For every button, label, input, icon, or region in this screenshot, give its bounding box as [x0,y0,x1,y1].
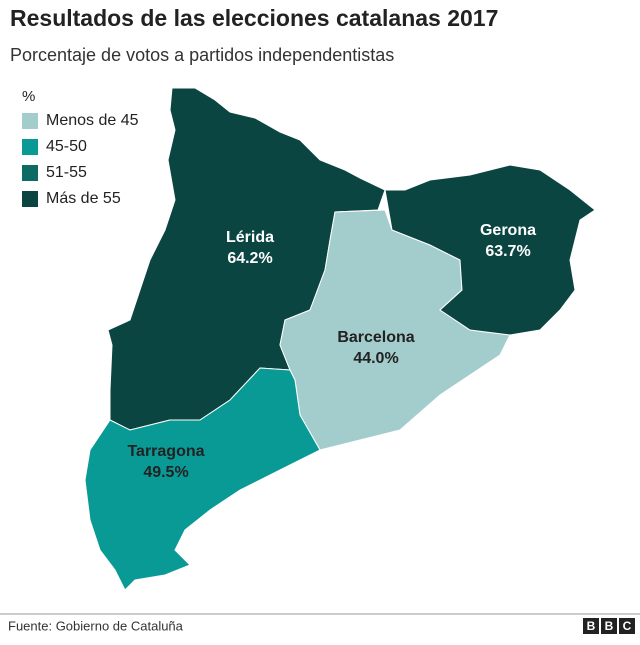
region-value: 49.5% [143,464,188,481]
title: Resultados de las elecciones catalanas 2… [10,5,498,31]
region-name: Tarragona [127,443,204,460]
region-name: Gerona [480,222,536,239]
logo-box [601,618,617,634]
legend-title: % [22,88,35,105]
logo-letter: B [605,619,614,633]
legend-label: 51-55 [46,164,87,181]
logo-box [619,618,635,634]
logo-box [583,618,599,634]
legend-swatch [22,139,38,155]
legend-swatch [22,113,38,129]
region-name: Lérida [226,229,274,246]
legend-label: 45-50 [46,138,87,155]
region [84,367,321,591]
legend-label: Más de 55 [46,190,121,207]
region-value: 64.2% [227,250,272,267]
region [384,164,596,336]
subtitle: Porcentaje de votos a partidos independe… [10,45,394,65]
source: Fuente: Gobierno de Cataluña [8,618,184,633]
legend-swatch [22,191,38,207]
legend-label: Menos de 45 [46,112,139,129]
legend: Menos de 45 45-50 51-55 Más de 55 [22,112,139,207]
region-value: 63.7% [485,243,530,260]
region-value: 44.0% [353,350,398,367]
logo-letter: B [587,619,596,633]
logo-letter: C [623,619,632,633]
region-name: Barcelona [337,329,414,346]
legend-swatch [22,165,38,181]
map: Lérida 64.2% Barcelona 44.0% Gerona 63.7% Tarr… [84,87,596,591]
